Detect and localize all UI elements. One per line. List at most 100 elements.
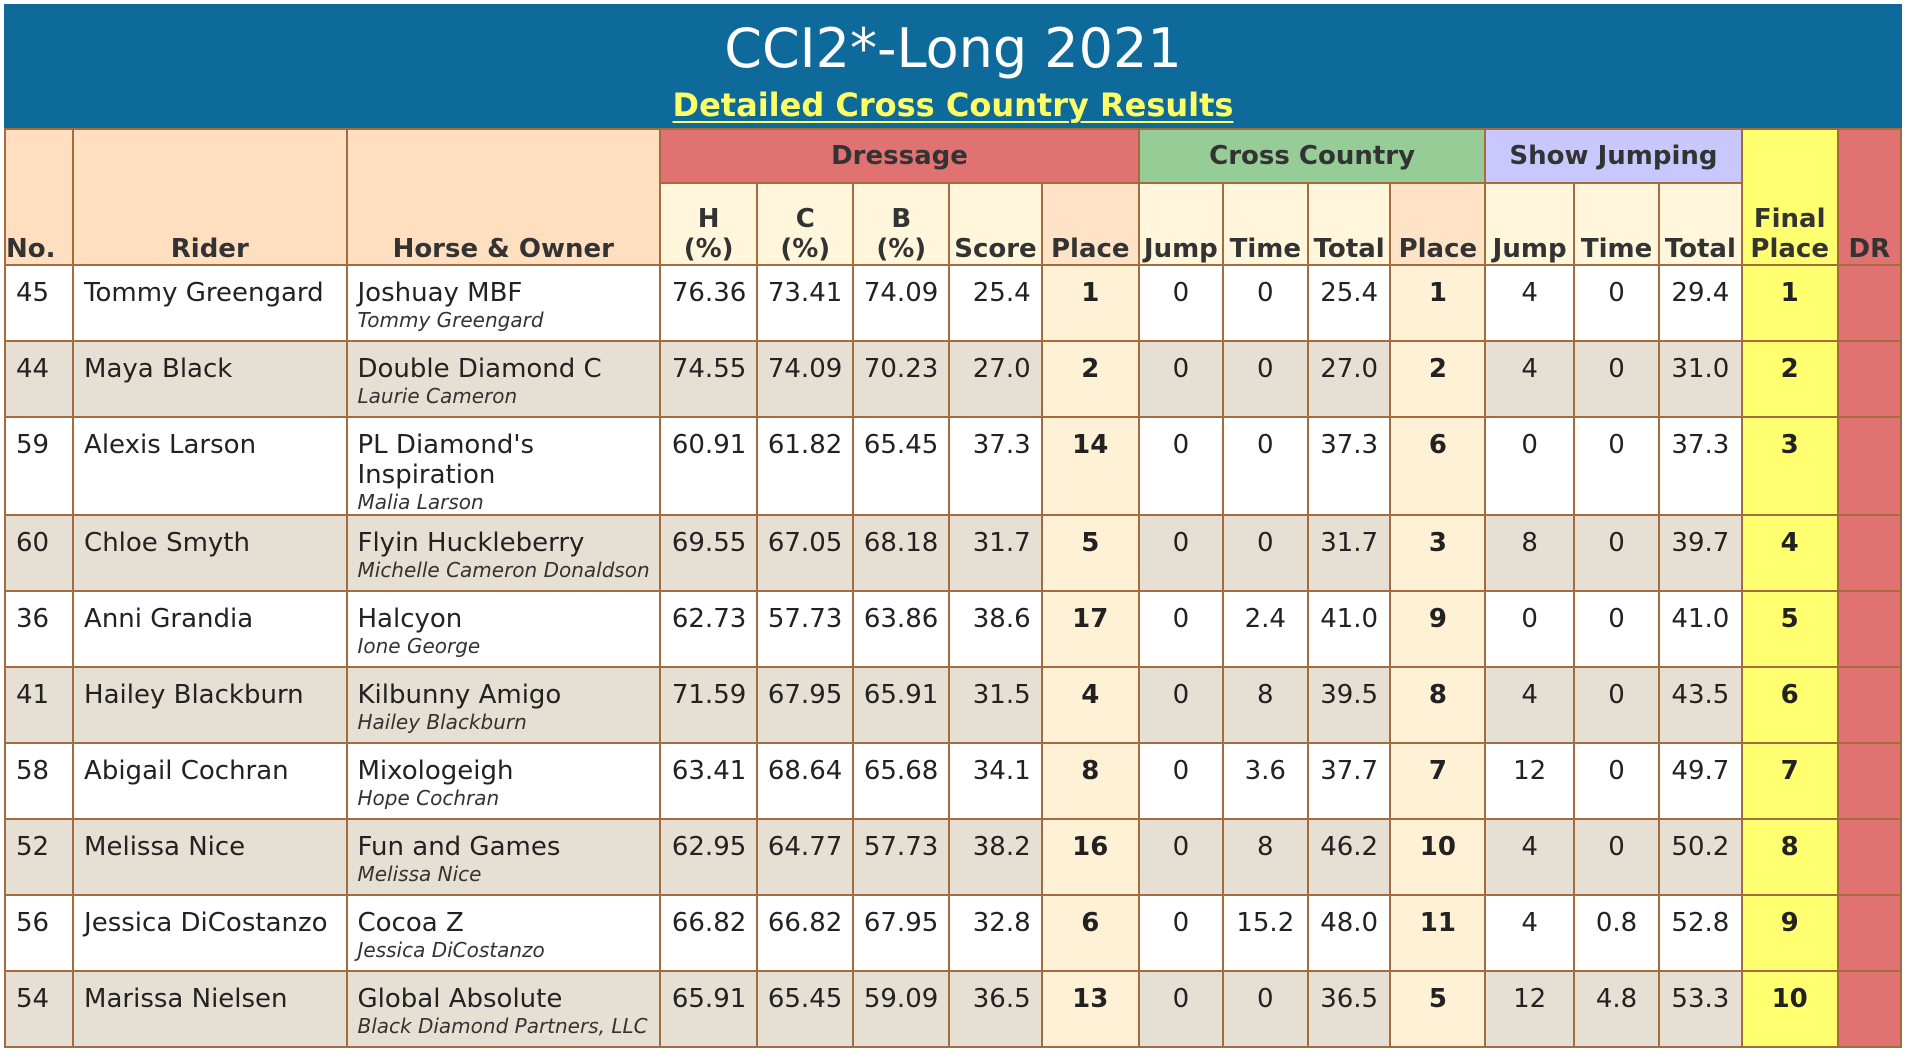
cell-xc-time: 0 xyxy=(1221,264,1309,342)
cell-dressage-place: 16 xyxy=(1040,818,1140,896)
horse-name: Joshuay MBF xyxy=(357,278,523,308)
horse-name: Mixologeigh xyxy=(357,756,514,786)
cell-dressage-score: 37.3 xyxy=(948,416,1043,516)
cell-xc-time: 0 xyxy=(1221,416,1309,516)
horse-name: Halcyon xyxy=(357,604,463,634)
cell-no: 59 xyxy=(3,416,75,516)
cell-dressage-b: 68.18 xyxy=(852,514,951,592)
cell-no: 52 xyxy=(3,818,75,896)
cell-dressage-place: 14 xyxy=(1040,416,1140,516)
cell-xc-total: 41.0 xyxy=(1306,590,1392,668)
cell-xc-total: 37.3 xyxy=(1306,416,1392,516)
table-row: 56 Jessica DiCostanzo Cocoa Z Jessica DiCos… xyxy=(3,894,1903,972)
col-header-rider: Rider xyxy=(72,128,348,266)
table-row: 36 Anni Grandia Halcyon Ione George 62.73 57.… xyxy=(3,590,1903,668)
col-header-dressage-c: C (%) xyxy=(756,182,855,266)
cell-horse-owner: Flyin Huckleberry Michelle Cameron Donald… xyxy=(345,514,662,592)
cell-sj-total: 37.3 xyxy=(1658,416,1743,516)
col-header-dressage-b-unit: (%) xyxy=(876,234,927,264)
owner-name: Tommy Greengard xyxy=(357,308,544,332)
cell-horse-owner: Kilbunny Amigo Hailey Blackburn xyxy=(345,666,662,744)
cell-sj-jump: 4 xyxy=(1484,264,1575,342)
cell-xc-total: 39.5 xyxy=(1306,666,1392,744)
horse-name: Cocoa Z xyxy=(357,908,464,938)
cell-xc-total: 48.0 xyxy=(1306,894,1392,972)
table-row: 45 Tommy Greengard Joshuay MBF Tommy Greeng… xyxy=(3,264,1903,342)
owner-name: Malia Larson xyxy=(357,490,484,514)
cell-xc-time: 3.6 xyxy=(1221,742,1309,820)
cell-xc-jump: 0 xyxy=(1137,742,1224,820)
cell-sj-jump: 4 xyxy=(1484,818,1575,896)
horse-name: Global Absolute xyxy=(357,984,563,1014)
cell-dressage-score: 38.2 xyxy=(948,818,1043,896)
cell-xc-place: 9 xyxy=(1389,590,1487,668)
cell-horse-owner: PL Diamond's Inspiration Malia Larson xyxy=(345,416,662,516)
cell-xc-jump: 0 xyxy=(1137,416,1224,516)
cell-dr xyxy=(1836,590,1903,668)
cell-xc-jump: 0 xyxy=(1137,666,1224,744)
cell-no: 54 xyxy=(3,970,75,1048)
cell-sj-time: 4.8 xyxy=(1572,970,1661,1048)
cell-xc-time: 8 xyxy=(1221,818,1309,896)
owner-name: Michelle Cameron Donaldson xyxy=(357,558,650,582)
cell-xc-jump: 0 xyxy=(1137,894,1224,972)
header-row-groups: No. Rider Horse & Owner Dressage Cross C… xyxy=(3,128,1903,266)
cell-sj-jump: 0 xyxy=(1484,590,1575,668)
cell-no: 60 xyxy=(3,514,75,592)
table-row: 59 Alexis Larson PL Diamond's Inspiration M… xyxy=(3,416,1903,516)
owner-name: Melissa Nice xyxy=(357,862,482,886)
cell-horse-owner: Fun and Games Melissa Nice xyxy=(345,818,662,896)
cell-dressage-c: 68.64 xyxy=(756,742,855,820)
cell-sj-time: 0 xyxy=(1572,416,1661,516)
cell-sj-jump: 0 xyxy=(1484,416,1575,516)
cell-dressage-c: 64.77 xyxy=(756,818,855,896)
cell-horse-owner: Halcyon Ione George xyxy=(345,590,662,668)
cell-sj-jump: 8 xyxy=(1484,514,1575,592)
cell-final-place: 10 xyxy=(1740,970,1839,1048)
cell-dressage-score: 25.4 xyxy=(948,264,1043,342)
cell-sj-time: 0 xyxy=(1572,340,1661,418)
cell-sj-total: 52.8 xyxy=(1658,894,1743,972)
subtitle-link[interactable]: Detailed Cross Country Results xyxy=(672,86,1234,124)
cell-dr xyxy=(1836,894,1903,972)
col-header-dressage-place: Place xyxy=(1040,182,1140,266)
cell-dressage-c: 73.41 xyxy=(756,264,855,342)
cell-final-place: 4 xyxy=(1740,514,1839,592)
cell-dressage-h: 76.36 xyxy=(659,264,759,342)
table-row: 44 Maya Black Double Diamond C Laurie Camer… xyxy=(3,340,1903,418)
col-header-xc-total: Total xyxy=(1306,182,1392,266)
cell-sj-time: 0 xyxy=(1572,666,1661,744)
horse-name: PL Diamond's Inspiration xyxy=(357,430,535,490)
col-header-final-place: Final Place xyxy=(1740,128,1839,266)
table-row: 54 Marissa Nielsen Global Absolute Black Di… xyxy=(3,970,1903,1048)
cell-xc-time: 0 xyxy=(1221,970,1309,1048)
col-header-dr: DR xyxy=(1836,128,1903,266)
cell-final-place: 9 xyxy=(1740,894,1839,972)
cell-xc-total: 36.5 xyxy=(1306,970,1392,1048)
cell-rider: Melissa Nice xyxy=(72,818,348,896)
col-header-xc-place: Place xyxy=(1389,182,1487,266)
cell-sj-total: 43.5 xyxy=(1658,666,1743,744)
horse-name: Kilbunny Amigo xyxy=(357,680,562,710)
cell-rider: Alexis Larson xyxy=(72,416,348,516)
cell-sj-jump: 4 xyxy=(1484,894,1575,972)
col-header-sj-time: Time xyxy=(1572,182,1661,266)
cell-rider: Hailey Blackburn xyxy=(72,666,348,744)
horse-name: Double Diamond C xyxy=(357,354,602,384)
cell-xc-place: 1 xyxy=(1389,264,1487,342)
cell-xc-time: 15.2 xyxy=(1221,894,1309,972)
cell-dressage-b: 65.68 xyxy=(852,742,951,820)
col-header-xc-jump: Jump xyxy=(1137,182,1224,266)
page-banner: CCI2*-Long 2021 Detailed Cross Country R… xyxy=(4,4,1902,128)
cell-dressage-h: 71.59 xyxy=(659,666,759,744)
cell-xc-place: 11 xyxy=(1389,894,1487,972)
cell-sj-total: 31.0 xyxy=(1658,340,1743,418)
cell-dressage-score: 36.5 xyxy=(948,970,1043,1048)
cell-xc-jump: 0 xyxy=(1137,514,1224,592)
cell-rider: Tommy Greengard xyxy=(72,264,348,342)
cell-dr xyxy=(1836,742,1903,820)
cell-rider: Marissa Nielsen xyxy=(72,970,348,1048)
cell-xc-time: 8 xyxy=(1221,666,1309,744)
cell-final-place: 1 xyxy=(1740,264,1839,342)
cell-dressage-score: 31.5 xyxy=(948,666,1043,744)
